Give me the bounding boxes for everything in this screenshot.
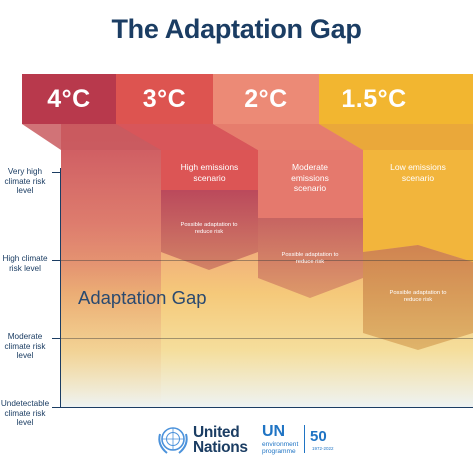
temp-bar-15c <box>319 74 473 124</box>
unep-logo-text: UN <box>262 423 286 440</box>
high-adaptation-block <box>161 190 258 270</box>
unep-subtitle: environment programme <box>262 441 299 455</box>
temp-bar-4c <box>22 74 116 124</box>
label-moderate-risk: Moderate climate risk level <box>4 332 46 360</box>
temp-label-4c: 4°C <box>47 84 91 113</box>
unep-divider <box>304 425 305 453</box>
page-title: The Adaptation Gap <box>111 14 362 44</box>
united-nations-wordmark: United Nations <box>193 424 248 456</box>
scenario-high-label: High emissions scenario <box>180 162 239 183</box>
moderate-adaptation-block <box>258 218 363 298</box>
y-axis <box>60 168 61 408</box>
temp-label-3c: 3°C <box>142 84 187 113</box>
x-axis <box>60 407 473 408</box>
temp-label-2c: 2°C <box>244 84 288 113</box>
anniversary-50-label: 50 <box>310 428 327 445</box>
un-emblem-icon <box>158 427 188 454</box>
scenario-low-label: Low emissions scenario <box>390 162 446 183</box>
anniversary-years-label: 1972-2022 <box>312 446 334 451</box>
temp-bar-2c <box>213 74 319 124</box>
connector-3c <box>116 124 258 150</box>
label-very-high-risk: Very high climate risk level <box>4 167 46 195</box>
low-scenario-block <box>363 150 473 262</box>
adaptation-low-label: Possible adaptation to reduce risk <box>389 290 447 303</box>
connector-15c <box>319 124 473 150</box>
tick-very-high <box>52 172 60 173</box>
low-adaptation-block <box>363 245 473 350</box>
adaptation-gap-label: Adaptation Gap <box>78 287 207 308</box>
temp-label-15c: 1.5°C <box>341 84 407 113</box>
adaptation-moderate-label: Possible adaptation to reduce risk <box>281 252 339 265</box>
moderate-scenario-block <box>258 150 363 218</box>
connector-2c <box>213 124 363 150</box>
high-scenario-block <box>161 150 258 190</box>
connector-4c <box>22 124 161 150</box>
moderate-risk-line <box>60 338 473 339</box>
tick-high <box>52 260 60 261</box>
column-4c-overlay <box>61 124 161 407</box>
tick-moderate <box>52 338 60 339</box>
tick-undetectable <box>52 407 60 408</box>
scenario-moderate-label: Moderate emissions scenario <box>291 162 329 193</box>
temp-bar-3c <box>116 74 213 124</box>
adaptation-high-label: Possible adaptation to reduce risk <box>180 222 238 235</box>
label-undetectable-risk: Undetectable climate risk level <box>0 399 50 427</box>
high-risk-line <box>60 260 473 261</box>
label-high-risk: High climate risk level <box>2 254 48 273</box>
